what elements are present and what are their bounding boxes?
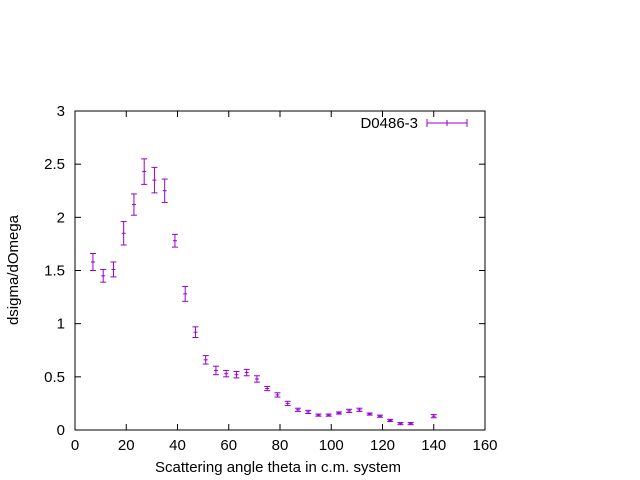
legend-label: D0486-3 [360,115,418,132]
x-tick-label: 0 [71,437,79,454]
y-tick-label: 3 [57,103,65,120]
data-point [387,418,394,422]
data-point [120,221,127,246]
y-tick-label: 0.5 [44,369,65,386]
data-point [264,385,271,392]
data-point [366,412,373,416]
data-point [89,252,96,271]
data-point [233,371,240,379]
x-tick-label: 20 [118,437,135,454]
data-point [294,407,301,412]
data-point [223,369,230,378]
data-point [356,407,363,412]
data-point [430,414,437,419]
x-ticks: 0 20 40 60 80 100 120 140 160 [71,111,498,454]
data-point [274,392,281,398]
plot-frame [74,110,486,431]
y-tick-label: 1.5 [44,263,65,280]
x-tick-label: 140 [421,437,446,454]
data-point [151,166,158,194]
data-point [243,368,250,377]
data-point [202,355,209,365]
data-point [397,422,404,426]
data-point [182,285,189,302]
data-point [335,411,342,415]
data-point [130,193,137,216]
y-ticks: 0 0.5 1 1.5 2 2.5 3 [44,103,485,439]
data-point [171,233,178,248]
legend-sample [426,119,468,127]
x-tick-label: 160 [472,437,497,454]
y-tick-label: 2 [57,209,65,226]
axes [74,110,486,431]
x-tick-label: 60 [220,437,237,454]
data-point [110,261,117,278]
data-point [284,400,291,407]
data-point [315,413,322,417]
x-tick-label: 100 [319,437,344,454]
data-point [192,326,199,338]
legend: D0486-3 [360,115,468,132]
data-point [253,375,260,383]
data-point [161,178,168,203]
data-point [212,365,219,376]
data-point [407,422,414,426]
data-point [305,409,312,415]
data-point [141,158,148,185]
data-points [89,158,437,426]
data-point [100,268,107,283]
y-axis-label: dsigma/dOmega [5,214,22,325]
y-tick-label: 2.5 [44,156,65,173]
data-point [325,413,332,417]
x-tick-label: 120 [370,437,395,454]
data-point [376,414,383,418]
x-tick-label: 80 [272,437,289,454]
x-axis-label: Scattering angle theta in c.m. system [155,459,401,476]
x-tick-label: 40 [169,437,186,454]
y-tick-label: 0 [57,422,65,439]
y-tick-label: 1 [57,316,65,333]
data-point [346,408,353,413]
